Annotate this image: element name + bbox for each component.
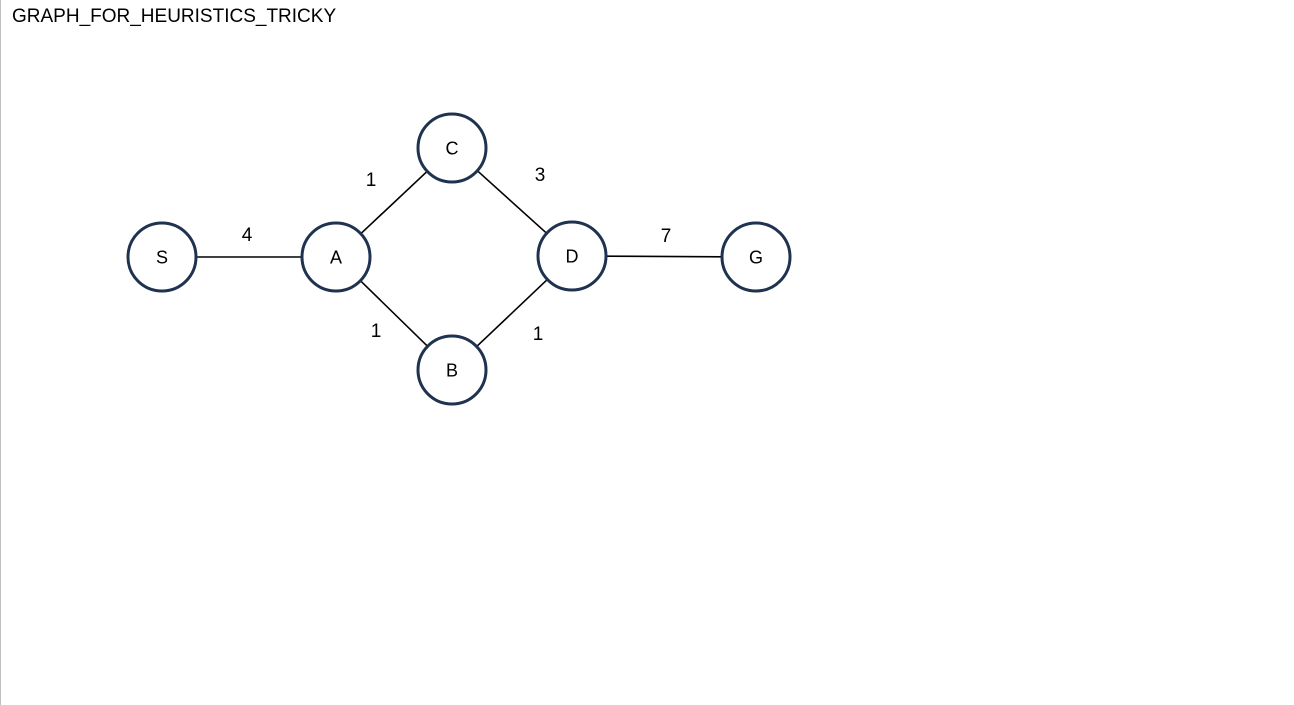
node-label-c: C: [446, 139, 459, 159]
edge-c-d: [476, 170, 548, 234]
node-c: C: [416, 112, 488, 184]
edge-a-c: [360, 170, 428, 235]
node-label-g: G: [749, 248, 763, 268]
edge-d-g: [605, 255, 723, 258]
edge-weight-a-c: 1: [366, 170, 377, 191]
node-circle-d: [536, 220, 608, 292]
node-label-s: S: [156, 248, 168, 268]
edge-weights-layer: 4 1 1 3 1 7: [242, 165, 672, 345]
edge-weight-b-d: 1: [533, 324, 544, 345]
node-label-d: D: [566, 247, 579, 267]
node-circle-c: [416, 112, 488, 184]
edge-a-b: [359, 280, 429, 347]
node-circle-s: [126, 221, 198, 293]
node-circle-g: [720, 221, 792, 293]
node-s: S: [126, 221, 198, 293]
node-g: G: [720, 221, 792, 293]
edge-weight-s-a: 4: [242, 225, 253, 246]
node-b: B: [416, 334, 488, 406]
node-label-b: B: [446, 361, 458, 381]
node-circle-a: [300, 221, 372, 293]
node-a: A: [300, 221, 372, 293]
node-d: D: [536, 220, 608, 292]
page-title: GRAPH_FOR_HEURISTICS_TRICKY: [12, 6, 337, 27]
edges-layer: [196, 170, 723, 348]
node-label-a: A: [330, 248, 342, 268]
edge-b-d: [476, 278, 548, 348]
node-circle-b: [416, 334, 488, 406]
edge-weight-d-g: 7: [661, 226, 672, 247]
nodes-layer: S A C B D G: [126, 112, 792, 406]
edge-weight-a-b: 1: [371, 321, 382, 342]
edge-weight-c-d: 3: [535, 165, 546, 186]
